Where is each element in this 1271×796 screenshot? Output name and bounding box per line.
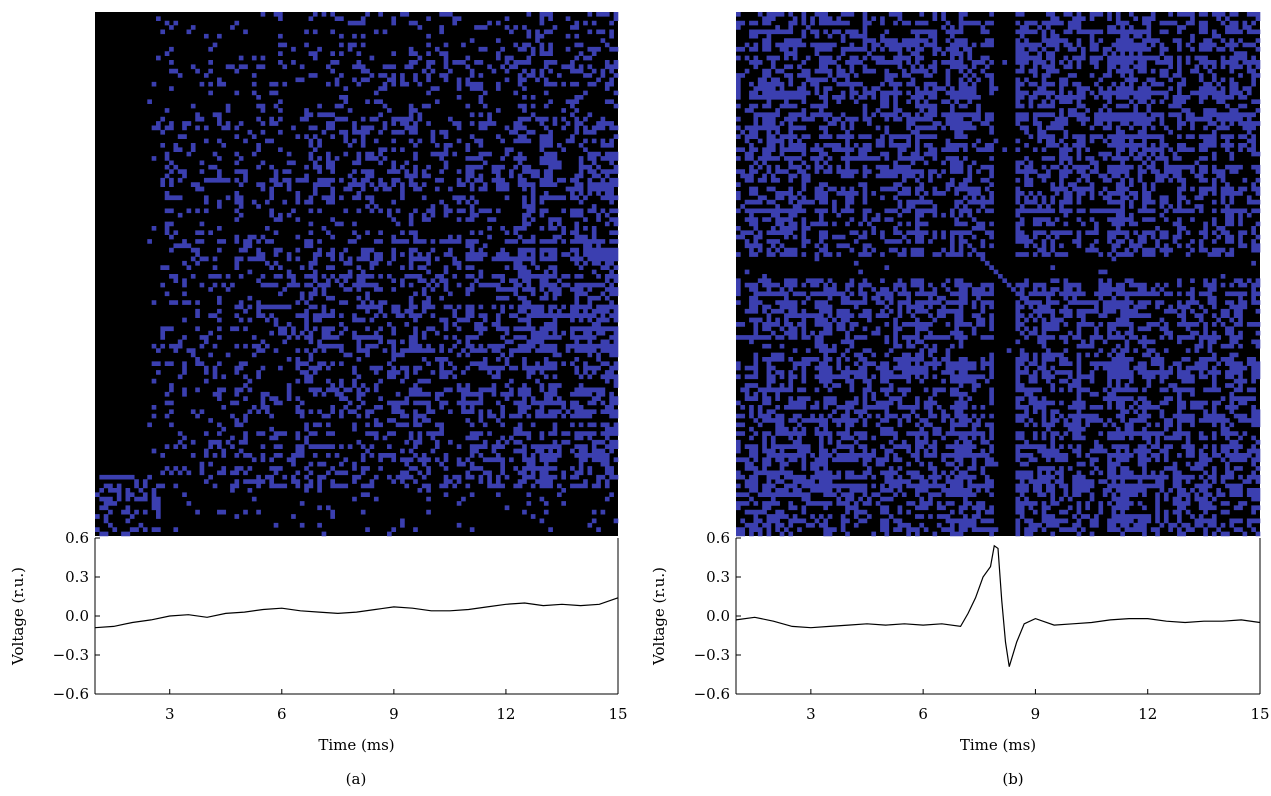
x-tick-label: 6: [277, 705, 287, 723]
panel-a: 0.6 0.3 0.0 −0.3 −0.6 3 6 9 12 15 Time (ms) Voltage…: [0, 0, 635, 796]
recurrence-plot: [95, 12, 619, 537]
x-tick-label: 3: [165, 705, 175, 723]
y-tick-label: −0.6: [53, 685, 89, 703]
y-axis-label: Voltage (r.u.): [650, 567, 668, 666]
y-tick-label: −0.3: [53, 646, 89, 664]
panel-b: 0.6 0.3 0.0 −0.3 −0.6 3 6 9 12 15 Time (ms) Voltage…: [636, 0, 1271, 796]
x-axis-label: Time (ms): [960, 736, 1036, 754]
x-tick-label: 12: [1138, 705, 1157, 723]
y-axis-label: Voltage (r.u.): [9, 567, 27, 666]
panel-b-label: (b): [1002, 770, 1024, 788]
x-tick-label: 9: [1031, 705, 1041, 723]
x-tick-label: 15: [608, 705, 627, 723]
chart-b-svg: 0.6 0.3 0.0 −0.3 −0.6 3 6 9 12 15 Time (ms) Voltage…: [650, 12, 1270, 754]
y-tick-label: 0.0: [706, 607, 730, 625]
x-tick-label: 12: [496, 705, 515, 723]
x-tick-label: 15: [1250, 705, 1269, 723]
panel-a-label: (a): [345, 770, 367, 788]
y-tick-label: 0.6: [65, 529, 89, 547]
x-axis-label: Time (ms): [318, 736, 394, 754]
y-tick-label: −0.6: [694, 685, 730, 703]
y-tick-label: 0.3: [65, 568, 89, 586]
chart-a-svg: 0.6 0.3 0.0 −0.3 −0.6 3 6 9 12 15 Time (ms) Voltage…: [9, 12, 628, 754]
recurrence-points: [736, 12, 1261, 537]
y-tick-label: 0.3: [706, 568, 730, 586]
y-tick-label: 0.6: [706, 529, 730, 547]
x-tick-label: 9: [389, 705, 399, 723]
x-tick-label: 6: [918, 705, 928, 723]
voltage-trace: [735, 544, 1261, 667]
voltage-trace: [94, 597, 619, 629]
x-tick-label: 3: [806, 705, 816, 723]
recurrence-plot: [736, 12, 1261, 537]
y-tick-label: −0.3: [694, 646, 730, 664]
recurrence-points: [95, 12, 619, 537]
y-tick-label: 0.0: [65, 607, 89, 625]
